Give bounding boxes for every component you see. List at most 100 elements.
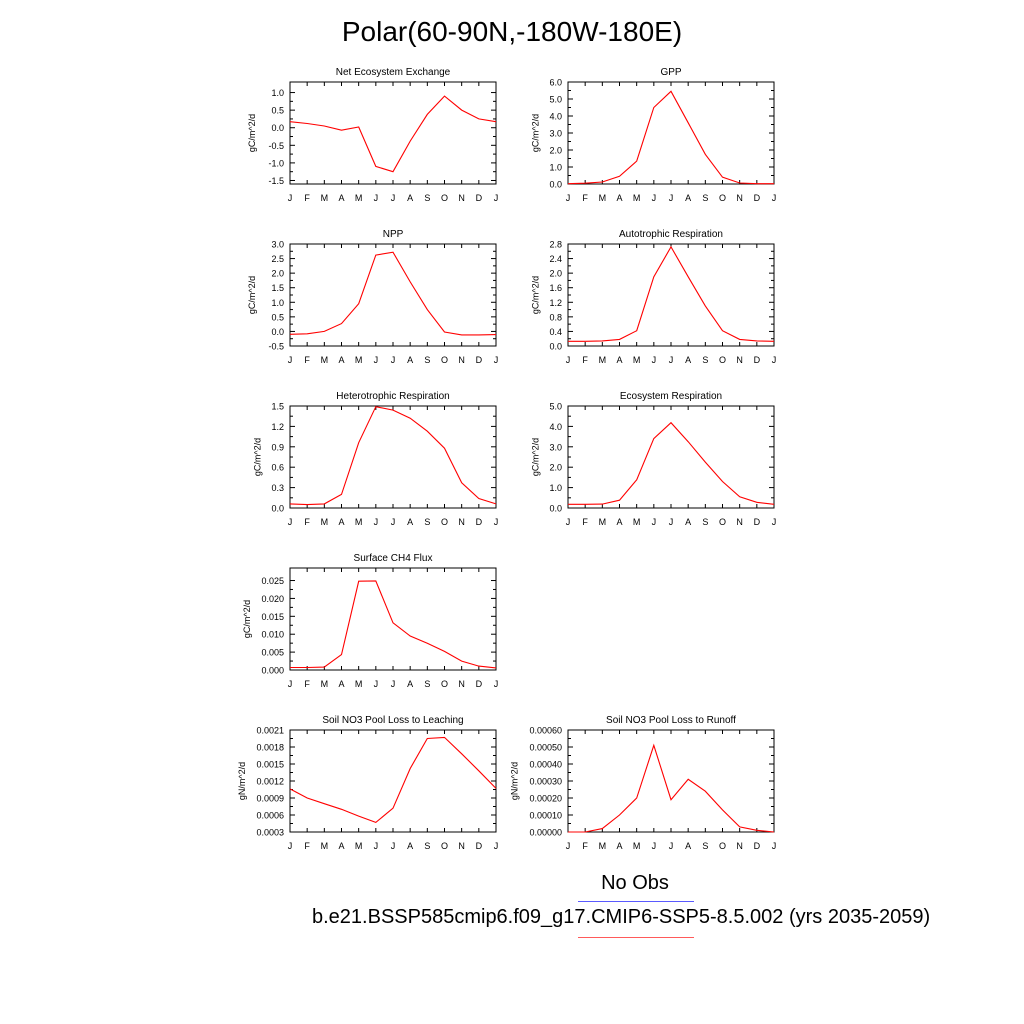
- y-tick-label: -0.5: [268, 141, 284, 151]
- x-tick-label: F: [304, 841, 310, 851]
- x-tick-label: J: [288, 193, 293, 203]
- x-tick-label: F: [582, 517, 588, 527]
- y-tick-label: 0.020: [261, 594, 284, 604]
- y-tick-label: 0.8: [549, 312, 562, 322]
- x-tick-label: J: [374, 517, 379, 527]
- panel-title: Net Ecosystem Exchange: [336, 67, 451, 78]
- y-tick-label: 0.5: [271, 106, 284, 116]
- y-tick-label: 1.5: [271, 283, 284, 293]
- y-tick-label: 0.0006: [256, 811, 284, 821]
- x-tick-label: J: [652, 193, 657, 203]
- series-line: [568, 421, 775, 505]
- x-tick-label: O: [441, 193, 448, 203]
- y-axis-label: gC/m^2/d: [247, 276, 257, 314]
- x-tick-label: J: [374, 193, 379, 203]
- x-tick-label: M: [321, 193, 329, 203]
- x-tick-label: A: [338, 355, 344, 365]
- x-tick-label: S: [702, 841, 708, 851]
- y-axis-label: gN/m^2/d: [237, 762, 247, 800]
- x-tick-label: D: [754, 841, 761, 851]
- panel-title: Ecosystem Respiration: [620, 391, 722, 402]
- panel-title: Soil NO3 Pool Loss to Runoff: [606, 715, 736, 726]
- plot-frame: [567, 243, 775, 347]
- x-tick-label: S: [424, 841, 430, 851]
- plot-frame: [289, 405, 497, 509]
- y-tick-label: 0.4: [549, 327, 562, 337]
- x-tick-label: D: [754, 517, 761, 527]
- legend-obs-line: [578, 901, 694, 902]
- x-tick-label: M: [633, 841, 641, 851]
- x-tick-label: M: [355, 193, 363, 203]
- series-line: [289, 95, 497, 173]
- series-line: [568, 245, 775, 342]
- x-tick-label: D: [476, 193, 483, 203]
- x-tick-label: J: [391, 679, 396, 689]
- y-tick-label: 0.0009: [256, 794, 284, 804]
- x-tick-label: A: [685, 517, 691, 527]
- panel-title: Heterotrophic Respiration: [336, 391, 449, 402]
- x-tick-label: J: [374, 841, 379, 851]
- y-tick-label: 0.6: [271, 463, 284, 473]
- x-tick-label: N: [458, 193, 465, 203]
- y-tick-label: 0.9: [271, 442, 284, 452]
- x-tick-label: J: [391, 517, 396, 527]
- y-tick-label: 2.0: [549, 269, 562, 279]
- y-tick-label: 0.0: [271, 123, 284, 133]
- x-tick-label: S: [424, 679, 430, 689]
- x-tick-label: M: [633, 193, 641, 203]
- x-tick-label: O: [719, 193, 726, 203]
- y-tick-label: -0.5: [268, 342, 284, 352]
- x-tick-label: M: [321, 841, 329, 851]
- x-tick-label: J: [669, 517, 674, 527]
- panel-title: Autotrophic Respiration: [619, 229, 723, 240]
- x-tick-label: F: [304, 679, 310, 689]
- x-tick-label: J: [494, 679, 499, 689]
- y-tick-label: 0.0021: [256, 726, 284, 736]
- y-tick-label: 1.0: [549, 483, 562, 493]
- x-tick-label: S: [424, 193, 430, 203]
- y-axis-label: gC/m^2/d: [252, 438, 262, 476]
- x-tick-label: M: [321, 679, 329, 689]
- y-tick-label: 0.3: [271, 483, 284, 493]
- x-tick-label: J: [288, 517, 293, 527]
- x-tick-label: M: [321, 355, 329, 365]
- y-tick-label: 0.5: [271, 312, 284, 322]
- y-tick-label: 0.00010: [529, 811, 562, 821]
- y-axis-label: gC/m^2/d: [247, 114, 257, 152]
- y-tick-label: 2.4: [549, 254, 562, 264]
- y-tick-label: 2.8: [549, 240, 562, 250]
- x-tick-label: F: [304, 517, 310, 527]
- panel-title: NPP: [383, 229, 404, 240]
- y-tick-label: 2.5: [271, 254, 284, 264]
- series-line: [568, 743, 775, 833]
- y-tick-label: 0.00020: [529, 794, 562, 804]
- x-tick-label: A: [407, 193, 413, 203]
- x-tick-label: N: [736, 517, 743, 527]
- y-tick-label: 3.0: [549, 129, 562, 139]
- x-tick-label: F: [304, 355, 310, 365]
- y-tick-label: 0.005: [261, 648, 284, 658]
- y-tick-label: 5.0: [549, 95, 562, 105]
- y-tick-label: 0.0: [549, 180, 562, 190]
- x-tick-label: N: [458, 517, 465, 527]
- x-tick-label: F: [582, 193, 588, 203]
- x-tick-label: D: [754, 193, 761, 203]
- x-tick-label: S: [424, 355, 430, 365]
- x-tick-label: J: [288, 355, 293, 365]
- y-axis-label: gC/m^2/d: [530, 114, 540, 152]
- x-tick-label: J: [494, 193, 499, 203]
- panel-title: Surface CH4 Flux: [354, 553, 433, 564]
- x-tick-label: F: [582, 355, 588, 365]
- x-tick-label: J: [669, 355, 674, 365]
- y-axis-label: gC/m^2/d: [530, 276, 540, 314]
- y-axis-label: gC/m^2/d: [530, 438, 540, 476]
- x-tick-label: S: [702, 193, 708, 203]
- page-title: Polar(60-90N,-180W-180E): [341, 16, 683, 47]
- x-tick-label: D: [476, 517, 483, 527]
